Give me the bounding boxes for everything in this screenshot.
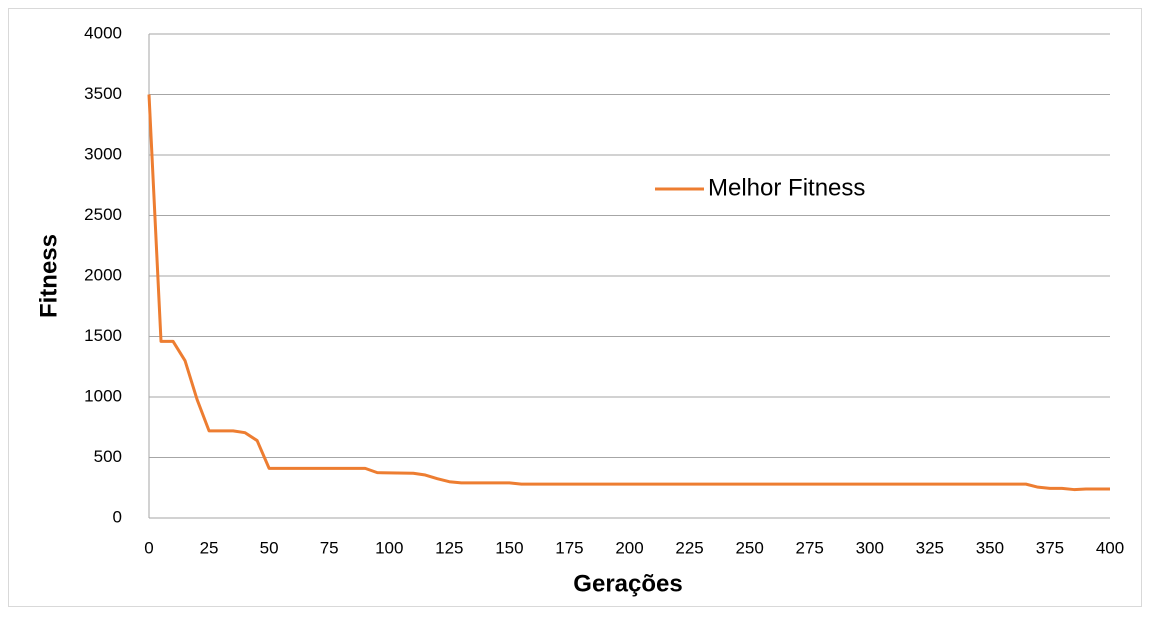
y-tick-label: 2500 <box>84 205 122 224</box>
x-tick-label: 50 <box>260 538 279 557</box>
y-tick-label: 4000 <box>84 23 122 42</box>
x-tick-label: 400 <box>1096 538 1124 557</box>
x-axis-title: Gerações <box>573 570 682 597</box>
y-tick-label: 1500 <box>84 326 122 345</box>
x-tick-label: 200 <box>615 538 643 557</box>
chart-border <box>8 8 1142 607</box>
x-tick-label: 125 <box>435 538 463 557</box>
y-axis-title: Fitness <box>35 234 62 318</box>
x-tick-label: 375 <box>1036 538 1064 557</box>
y-tick-label: 1000 <box>84 386 122 405</box>
x-tick-label: 175 <box>555 538 583 557</box>
x-tick-label: 25 <box>200 538 219 557</box>
x-tick-label: 150 <box>495 538 523 557</box>
y-tick-label: 0 <box>113 507 122 526</box>
x-tick-label: 350 <box>976 538 1004 557</box>
x-tick-label: 325 <box>916 538 944 557</box>
x-tick-label: 0 <box>144 538 153 557</box>
x-tick-label: 300 <box>856 538 884 557</box>
data-line <box>147 94 1110 492</box>
x-tick-label: 100 <box>375 538 403 557</box>
x-tick-label: 75 <box>320 538 339 557</box>
legend-label: Melhor Fitness <box>708 174 865 201</box>
x-tick-label: 225 <box>675 538 703 557</box>
y-tick-label: 3500 <box>84 84 122 103</box>
y-tick-label: 3000 <box>84 144 122 163</box>
x-tick-label: 250 <box>735 538 763 557</box>
y-tick-label: 2000 <box>84 265 122 284</box>
y-tick-label: 500 <box>94 447 122 466</box>
x-tick-label: 275 <box>796 538 824 557</box>
